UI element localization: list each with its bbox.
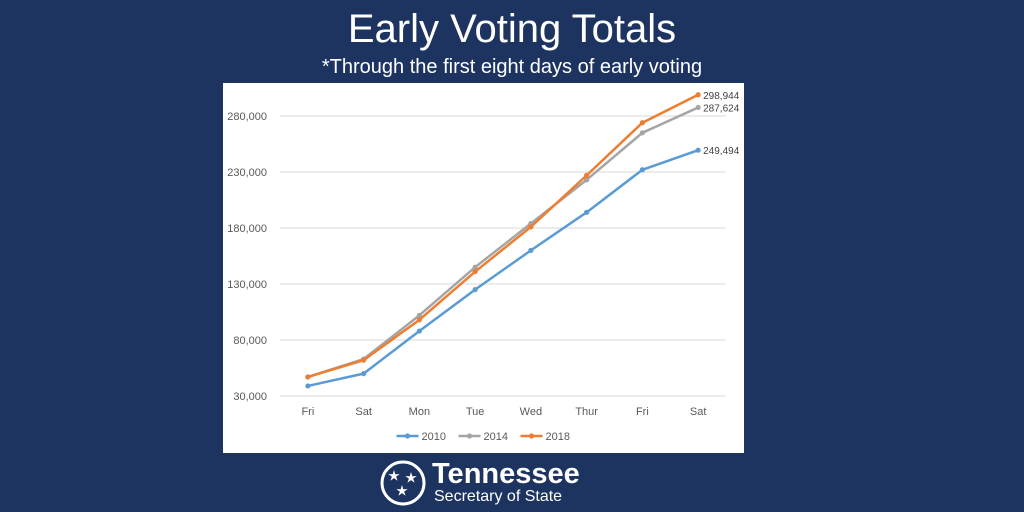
x-tick-label: Thur	[575, 406, 598, 418]
data-point-2010	[416, 328, 422, 334]
data-point-2010	[695, 147, 701, 153]
data-point-2018	[416, 317, 422, 323]
x-tick-label: Fri	[636, 406, 649, 418]
data-point-2014	[695, 104, 701, 111]
data-point-2018	[472, 269, 478, 275]
y-tick-label: 280,000	[227, 111, 267, 123]
page-title: Early Voting Totals	[347, 7, 677, 51]
y-tick-label: 80,000	[233, 335, 267, 347]
legend-marker-2018	[528, 433, 535, 439]
page-subtitle: *Through the first eight days of early v…	[321, 56, 703, 78]
data-point-2018	[584, 172, 590, 178]
data-point-2010	[528, 247, 534, 253]
data-point-2010	[472, 287, 478, 293]
x-tick-label: Tue	[466, 406, 485, 418]
data-point-2018	[695, 92, 701, 98]
chart-panel: 30,000 80,000 130,000 180,000 230,000 280,000…	[223, 83, 744, 453]
data-point-2018	[305, 374, 311, 380]
data-point-2014	[472, 264, 478, 270]
data-point-2010	[305, 383, 311, 389]
data-label-2014: 287,624	[703, 103, 740, 114]
data-label-2018: 298,944	[703, 91, 740, 102]
legend-label-2018: 2018	[546, 431, 570, 443]
data-point-2018	[528, 224, 534, 230]
brand-subtitle: Secretary of State	[434, 488, 563, 505]
data-point-2014	[639, 130, 645, 136]
y-tick-label: 30,000	[233, 391, 267, 403]
y-tick-label: 130,000	[227, 279, 267, 291]
series-line-2018	[307, 93, 699, 379]
legend-label-2010: 2010	[422, 431, 446, 443]
data-point-2010	[639, 167, 645, 173]
data-point-2018	[639, 120, 645, 126]
series-line-2010	[307, 148, 699, 388]
footer-brand: Tennessee Secretary of State	[380, 458, 640, 508]
x-tick-label: Sat	[690, 406, 707, 418]
data-point-2014	[584, 177, 590, 183]
x-tick-label: Sat	[355, 406, 372, 418]
data-label-2010: 249,494	[703, 146, 740, 157]
x-tick-label: Wed	[520, 406, 542, 418]
legend-marker-2010	[404, 433, 411, 439]
series-line-2014	[307, 106, 699, 379]
data-point-2010	[361, 371, 367, 377]
y-tick-label: 230,000	[227, 167, 267, 179]
x-tick-label: Fri	[301, 406, 314, 418]
line-chart: 30,000 80,000 130,000 180,000 230,000 280,000…	[227, 91, 740, 443]
data-point-2010	[584, 209, 590, 215]
y-tick-label: 180,000	[227, 223, 267, 235]
legend-marker-2014	[466, 433, 473, 439]
x-tick-label: Mon	[409, 406, 430, 418]
legend-label-2014: 2014	[484, 431, 508, 443]
brand-name: Tennessee	[432, 458, 580, 490]
data-point-2018	[361, 357, 367, 363]
data-point-2014	[416, 312, 422, 318]
tristar-seal-icon	[380, 460, 426, 506]
